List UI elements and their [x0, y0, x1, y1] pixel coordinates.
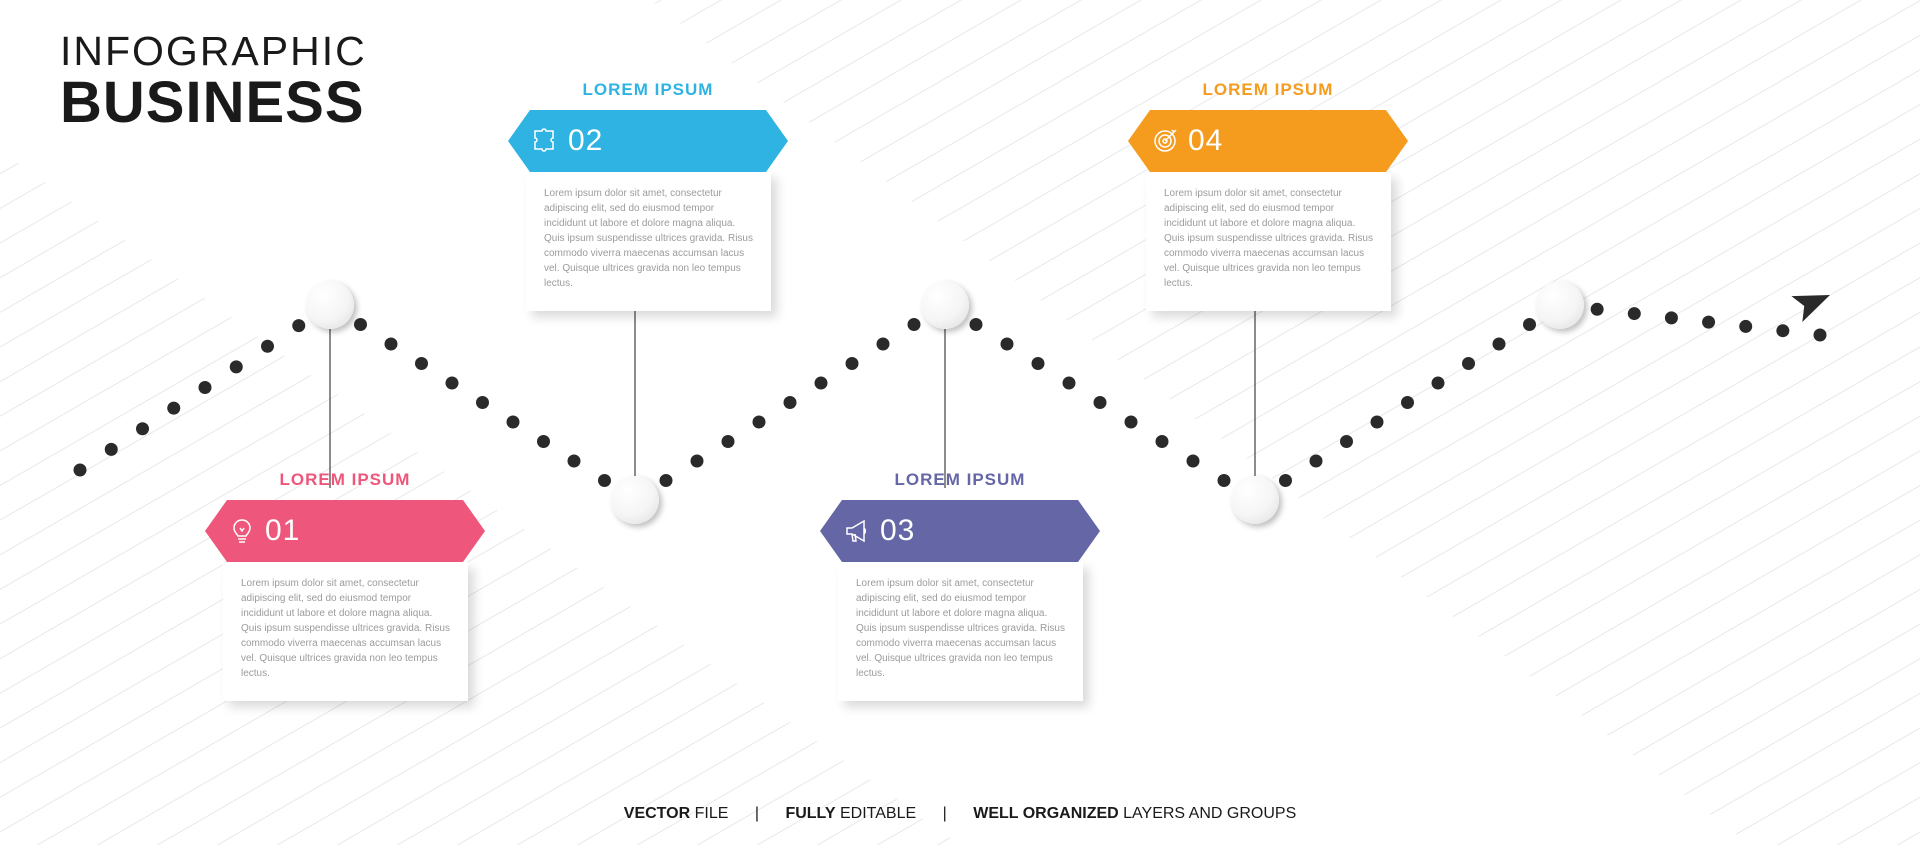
megaphone-icon — [842, 516, 872, 546]
footer-bar: VECTOR FILE | FULLY EDITABLE | WELL ORGA… — [0, 805, 1920, 823]
title-block: INFOGRAPHIC BUSINESS — [60, 28, 367, 136]
card-body: Lorem ipsum dolor sit amet, consectetur … — [838, 562, 1083, 701]
connector-line — [1255, 310, 1256, 500]
card-body: Lorem ipsum dolor sit amet, consectetur … — [223, 562, 468, 701]
step-04: LOREM IPSUM 04 Lorem ipsum dolor sit ame… — [1128, 80, 1408, 311]
card-number: 01 — [265, 514, 300, 548]
footer-sep: | — [943, 805, 947, 822]
infographic-canvas: INFOGRAPHIC BUSINESS LOREM IPSUM 01 Lore… — [0, 0, 1920, 845]
footer-sep: | — [755, 805, 759, 822]
timeline-node — [611, 476, 659, 524]
card-label: LOREM IPSUM — [205, 470, 485, 490]
footer-seg-3: WELL ORGANIZED LAYERS AND GROUPS — [973, 805, 1296, 822]
card-ribbon: 03 — [820, 500, 1100, 562]
puzzle-icon — [530, 126, 560, 156]
card-ribbon: 04 — [1128, 110, 1408, 172]
timeline-node — [921, 281, 969, 329]
timeline-node — [306, 281, 354, 329]
title-line2: BUSINESS — [60, 69, 367, 136]
card-label: LOREM IPSUM — [1128, 80, 1408, 100]
connector-line — [635, 310, 636, 500]
title-line1: INFOGRAPHIC — [60, 28, 367, 75]
card-ribbon: 01 — [205, 500, 485, 562]
card-number: 02 — [568, 124, 603, 158]
footer-seg-1: VECTOR FILE — [624, 805, 729, 822]
card-label: LOREM IPSUM — [820, 470, 1100, 490]
footer-seg-2: FULLY EDITABLE — [785, 805, 916, 822]
lightbulb-icon — [227, 516, 257, 546]
card-number: 03 — [880, 514, 915, 548]
connector-line — [330, 305, 331, 488]
card-body: Lorem ipsum dolor sit amet, consectetur … — [1146, 172, 1391, 311]
card-body: Lorem ipsum dolor sit amet, consectetur … — [526, 172, 771, 311]
target-icon — [1150, 126, 1180, 156]
timeline-node — [1231, 476, 1279, 524]
step-01: LOREM IPSUM 01 Lorem ipsum dolor sit ame… — [205, 470, 485, 701]
step-02: LOREM IPSUM 02 Lorem ipsum dolor sit ame… — [508, 80, 788, 311]
card-ribbon: 02 — [508, 110, 788, 172]
card-number: 04 — [1188, 124, 1223, 158]
card-label: LOREM IPSUM — [508, 80, 788, 100]
timeline-node — [1536, 281, 1584, 329]
connector-line — [945, 305, 946, 488]
step-03: LOREM IPSUM 03 Lorem ipsum dolor sit ame… — [820, 470, 1100, 701]
